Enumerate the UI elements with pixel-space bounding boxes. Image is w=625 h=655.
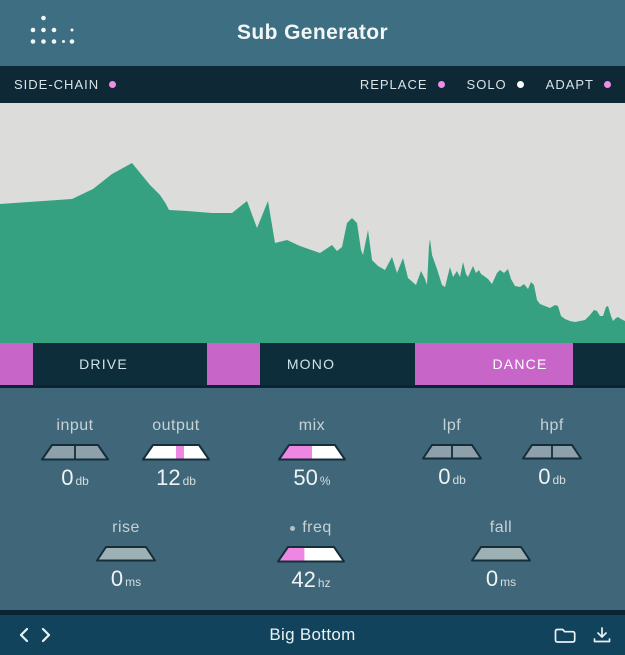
output-value: 12 db	[156, 465, 196, 490]
spectrum-display	[0, 103, 625, 343]
mix-control: mix 50%	[262, 416, 362, 491]
spectrum-shape	[0, 163, 625, 343]
prev-preset-button[interactable]	[18, 627, 29, 643]
mix-label: mix	[298, 417, 326, 434]
fall-control: fall 0 ms	[451, 518, 551, 592]
input-value: 0 db	[61, 465, 89, 490]
mode-row: DRIVE MONO DANCE	[0, 343, 625, 385]
adapt-status-dot	[604, 81, 611, 88]
replace-status-dot	[437, 81, 445, 88]
replace-label: REPLACE	[359, 77, 428, 92]
side-chain-status-dot	[109, 81, 117, 88]
input-label: input	[56, 417, 94, 434]
rise-label: rise	[112, 519, 140, 536]
fall-label: fall	[489, 519, 513, 536]
option-bar-left: SIDE-CHAIN	[14, 77, 117, 92]
save-preset-icon[interactable]	[592, 626, 612, 644]
plugin-title: Sub Generator	[236, 21, 389, 44]
footer-divider	[0, 610, 625, 615]
fall-slider[interactable]	[470, 545, 532, 563]
lpf-label: lpf	[442, 417, 462, 434]
rise-control: rise 0 ms	[76, 518, 176, 592]
solo-toggle[interactable]: SOLO	[467, 77, 524, 92]
control-panel: input 0 db output 12 db mix 50% lpf 0 db	[0, 388, 625, 610]
preset-name[interactable]: Big Bottom	[269, 625, 356, 644]
hpf-label: hpf	[540, 417, 564, 434]
adapt-toggle[interactable]: ADAPT	[546, 77, 611, 92]
lpf-slider[interactable]	[421, 443, 483, 461]
output-slider[interactable]	[141, 443, 211, 462]
hpf-control: hpf 0 db	[502, 416, 602, 490]
next-preset-button[interactable]	[41, 627, 52, 643]
solo-label: SOLO	[466, 77, 507, 92]
output-control: output 12 db	[126, 416, 226, 491]
mono-button[interactable]	[260, 343, 415, 385]
mono-indicator[interactable]	[207, 343, 260, 385]
freq-control: freq 42 hz	[261, 518, 361, 593]
preset-folder-icon[interactable]	[553, 626, 577, 644]
denise-logo-icon	[26, 10, 78, 55]
fall-value: 0 ms	[485, 566, 517, 591]
option-bar: SIDE-CHAIN REPLACE SOLO ADAPT	[0, 66, 625, 103]
drive-button[interactable]	[33, 343, 207, 385]
adapt-label: ADAPT	[545, 77, 594, 92]
header-bar: Sub Generator	[0, 0, 625, 66]
solo-status-dot	[516, 81, 524, 88]
hpf-slider[interactable]	[521, 443, 583, 461]
mix-slider[interactable]	[277, 443, 347, 462]
replace-toggle[interactable]: REPLACE	[360, 77, 445, 92]
freq-value: 42 hz	[291, 567, 331, 592]
side-chain-label: SIDE-CHAIN	[14, 77, 100, 92]
output-label: output	[152, 417, 200, 434]
hpf-value: 0 db	[538, 464, 566, 489]
dance-button[interactable]	[415, 343, 573, 385]
panel-divider	[0, 385, 625, 388]
side-chain-toggle[interactable]: SIDE-CHAIN	[14, 77, 117, 92]
freq-modified-dot	[290, 525, 296, 531]
rise-value: 0 ms	[110, 566, 142, 591]
freq-slider[interactable]	[276, 545, 346, 564]
freq-label: freq	[261, 518, 361, 538]
preset-bar: Big Bottom	[0, 615, 625, 655]
spectrum-graph	[0, 163, 625, 343]
input-slider[interactable]	[40, 443, 110, 462]
lpf-control: lpf 0 db	[402, 416, 502, 490]
drive-indicator[interactable]	[0, 343, 33, 385]
lpf-value: 0 db	[438, 464, 466, 489]
input-control: input 0 db	[25, 416, 125, 491]
rise-slider[interactable]	[95, 545, 157, 563]
mix-value: 50%	[293, 465, 331, 490]
option-bar-right: REPLACE SOLO ADAPT	[360, 77, 611, 92]
mode-row-filler	[573, 343, 625, 385]
